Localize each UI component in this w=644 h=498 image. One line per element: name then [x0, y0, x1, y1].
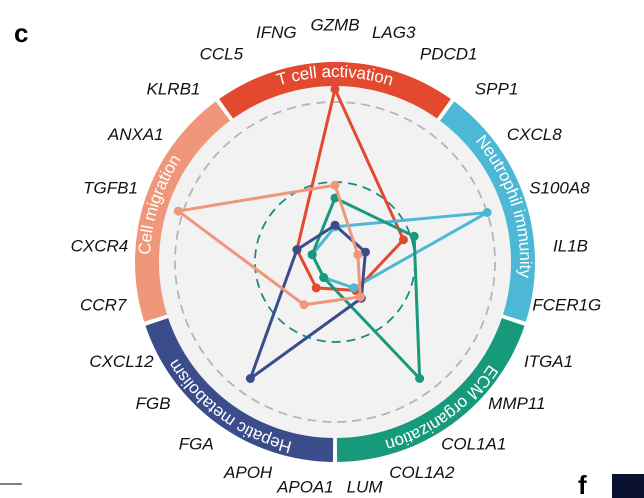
panel-label: c — [14, 18, 28, 48]
gene-label: FGA — [179, 434, 214, 453]
gene-label: ANXA1 — [107, 125, 164, 144]
series-point — [353, 250, 363, 260]
gene-label: APOA1 — [276, 478, 334, 497]
series-point — [292, 245, 302, 255]
gene-label: S100A8 — [529, 179, 590, 198]
gene-label: APOH — [223, 463, 273, 482]
series-point — [330, 84, 340, 94]
group-arc — [439, 101, 535, 322]
series-point — [311, 283, 321, 293]
panel-label: f — [578, 470, 587, 498]
group-arc — [134, 101, 231, 322]
gene-label: SPP1 — [475, 79, 518, 98]
gene-label: CXCL8 — [507, 125, 562, 144]
gene-label: LUM — [347, 478, 384, 497]
series-point — [173, 206, 183, 216]
series-point — [482, 208, 492, 218]
gene-label: ITGA1 — [524, 352, 573, 371]
group-arc — [145, 318, 334, 462]
gene-label: CXCL12 — [89, 352, 154, 371]
gene-label: PDCD1 — [420, 45, 478, 64]
gene-label: COL1A2 — [389, 463, 455, 482]
group-arc — [219, 62, 451, 119]
gene-label: IFNG — [256, 23, 297, 42]
series-line — [310, 196, 422, 380]
gene-label: IL1B — [553, 237, 588, 256]
series-point — [349, 283, 359, 293]
gene-label: GZMB — [310, 15, 359, 34]
series-point — [355, 292, 365, 302]
series-line — [310, 211, 489, 290]
series-point — [330, 180, 340, 190]
gene-label: CCR7 — [80, 296, 127, 315]
series-line — [176, 183, 362, 307]
image-fragment — [612, 474, 644, 498]
gene-label: COL1A1 — [441, 434, 506, 453]
series-point — [415, 373, 425, 383]
series-point — [299, 300, 309, 310]
series-point — [330, 220, 340, 230]
series-point — [319, 273, 329, 283]
gene-label: LAG3 — [372, 23, 416, 42]
group-arc — [336, 318, 525, 462]
series-point — [409, 231, 419, 241]
gene-label: TGFB1 — [83, 179, 138, 198]
series-line — [248, 223, 367, 380]
series-point — [360, 247, 370, 257]
gene-label: FGB — [136, 394, 171, 413]
series-point — [307, 250, 317, 260]
gene-label: CCL5 — [200, 45, 244, 64]
gene-label: KLRB1 — [147, 79, 201, 98]
series-point — [245, 373, 255, 383]
gene-label: CXCR4 — [71, 237, 129, 256]
series-point — [398, 235, 408, 245]
gene-label: FCER1G — [532, 296, 601, 315]
plot-background — [159, 86, 511, 438]
gene-label: MMP11 — [488, 394, 545, 413]
grid-circle — [174, 101, 496, 423]
